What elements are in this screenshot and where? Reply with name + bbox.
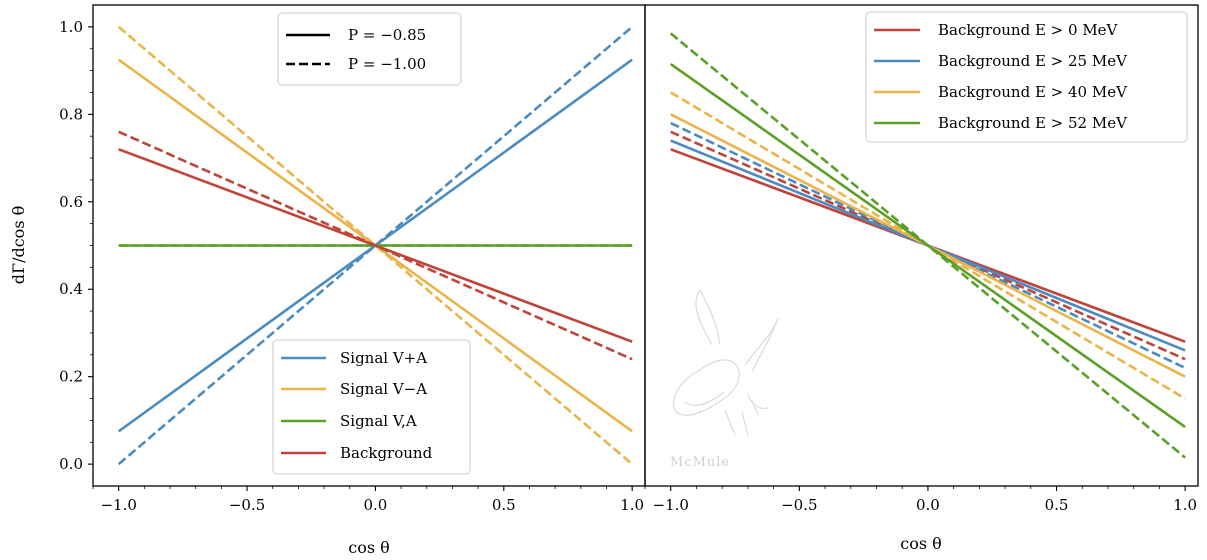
left-y-tick-label-3: 0.6: [59, 193, 83, 211]
legend-label-bg-e52: Background E > 52 MeV: [938, 114, 1128, 132]
left-color-legend-box: [272, 339, 471, 475]
legend-label-signal-v-plus-a: Signal V+A: [340, 349, 427, 367]
right-x-tick-label-1: −0.5: [781, 496, 817, 514]
left-y-tick-label-4: 0.8: [59, 105, 83, 123]
left-x-tick-label-4: 1.0: [620, 496, 644, 514]
left-x-tick-label-3: 0.5: [492, 496, 516, 514]
right-color-legend-box: [865, 11, 1188, 143]
right-x-tick-label-4: 1.0: [1173, 496, 1197, 514]
logo-hoof: [747, 394, 769, 416]
left-y-axis-label: dΓ/dcos θ: [9, 206, 28, 285]
left-y-tick-label-2: 0.4: [59, 280, 83, 298]
style-legend-label-dashed: P = −1.00: [348, 55, 426, 73]
logo-ear-right: [744, 317, 779, 373]
legend-label-background: Background: [340, 444, 433, 462]
style-legend-box: [277, 12, 462, 86]
right-series-line-3: [670, 121, 1186, 370]
legend-label-bg-e40: Background E > 40 MeV: [938, 83, 1128, 101]
right-axes-frame: [644, 4, 1199, 487]
logo-mouth: [683, 391, 725, 406]
left-series-line-3: [117, 25, 634, 466]
mcmule-logo: [672, 288, 779, 437]
legend-label-bg-e25: Background E > 25 MeV: [938, 52, 1128, 70]
left-x-axis-label: cos θ: [348, 538, 390, 557]
right-color-legend: Background E > 0 MeV Background E > 25 M…: [865, 11, 1188, 143]
right-x-axis-label: cos θ: [900, 534, 942, 553]
left-series-group: [117, 25, 634, 466]
legend-label-bg-e0: Background E > 0 MeV: [938, 21, 1119, 39]
left-y-tick-label-1: 0.2: [59, 368, 83, 386]
right-x-tick-label-0: −1.0: [653, 496, 689, 514]
style-legend: P = −0.85 P = −1.00: [277, 12, 462, 86]
right-panel: McMule −1.0 −0.5 0.0 0.5 1.0 cos θ Backgroun…: [644, 4, 1199, 553]
logo-head: [672, 359, 740, 416]
left-x-tick-label-0: −1.0: [100, 496, 136, 514]
left-y-tick-label-5: 1.0: [59, 18, 83, 36]
right-series-line-7: [669, 32, 1186, 459]
legend-label-signal-v-minus-a: Signal V−A: [340, 380, 427, 398]
logo-ear-left: [695, 288, 721, 346]
right-x-ticks: −1.0 −0.5 0.0 0.5 1.0: [644, 486, 1197, 514]
left-x-tick-label-1: −0.5: [229, 496, 265, 514]
right-x-tick-label-2: 0.0: [916, 496, 940, 514]
left-series-line-1: [117, 25, 634, 466]
style-legend-label-solid: P = −0.85: [348, 26, 426, 44]
left-y-ticks: 0.0 0.2 0.4 0.6 0.8 1.0: [59, 18, 93, 473]
logo-legs: [724, 409, 749, 437]
right-x-tick-label-3: 0.5: [1045, 496, 1069, 514]
right-series-group: [669, 32, 1186, 459]
left-panel: −1.0 −0.5 0.0 0.5 1.0 0.0 0.2 0.4 0.6 0.8 1.0 cos…: [9, 4, 646, 557]
left-color-legend: Signal V+A Signal V−A Signal V,A Backgro…: [272, 339, 471, 475]
left-x-ticks: −1.0 −0.5 0.0 0.5 1.0: [92, 486, 644, 514]
watermark-label: McMule: [670, 455, 730, 470]
left-x-tick-label-2: 0.0: [363, 496, 387, 514]
legend-label-signal-v-a: Signal V,A: [340, 412, 417, 430]
left-y-tick-label-0: 0.0: [59, 455, 83, 473]
left-series-line-7: [118, 130, 633, 361]
